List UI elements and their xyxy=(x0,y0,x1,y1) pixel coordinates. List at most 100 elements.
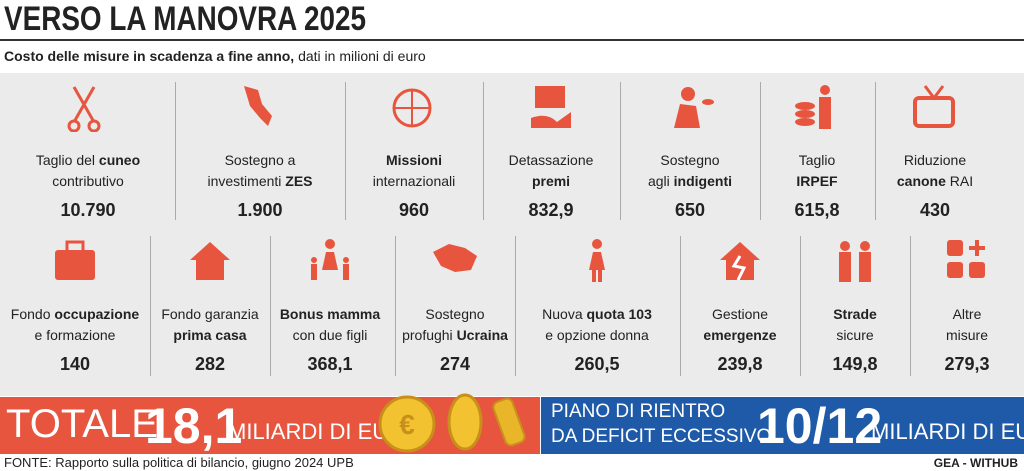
icon xyxy=(433,244,477,272)
label-line: agli indigenti xyxy=(610,171,770,192)
separator xyxy=(760,82,761,220)
label-text: sicure xyxy=(836,327,874,343)
icon xyxy=(531,86,571,128)
label-line: internazionali xyxy=(334,171,494,192)
label-text: premi xyxy=(531,173,571,189)
separator xyxy=(620,82,621,220)
icon xyxy=(311,239,349,280)
separator xyxy=(345,82,346,220)
label-line: prima casa xyxy=(130,325,290,346)
value: 615,8 xyxy=(794,200,840,220)
label-line: profughi Ucraina xyxy=(375,325,535,346)
icon xyxy=(55,240,95,280)
title: VERSO LA MANOVRA 2025 xyxy=(4,0,445,39)
label-text: cuneo xyxy=(98,152,141,168)
value: 368,1 xyxy=(307,354,353,374)
label-line: contributivo xyxy=(8,171,168,192)
label-line: emergenze xyxy=(660,325,820,346)
label-text: profughi xyxy=(402,327,457,343)
value: 650 xyxy=(674,200,706,220)
label-line: e opzione donna xyxy=(517,325,677,346)
label-line: Sostegno xyxy=(375,304,535,325)
icon xyxy=(674,87,714,128)
label-text: Gestione xyxy=(711,306,769,322)
label-line: Strade xyxy=(775,304,935,325)
icon xyxy=(720,242,760,281)
label-text: e opzione donna xyxy=(545,327,649,343)
label-line: Bonus mamma xyxy=(250,304,410,325)
label-line: investimenti ZES xyxy=(180,171,340,192)
separator xyxy=(910,236,911,376)
plan-line: DA DEFICIT ECCESSIVO xyxy=(551,426,772,447)
separator xyxy=(150,236,151,376)
label-line: Altre xyxy=(887,304,1024,325)
label-line: Missioni xyxy=(334,150,494,171)
icon xyxy=(392,88,432,128)
label-text: Bonus mamma xyxy=(279,306,381,322)
measure-item: Gestione emergenze 239,8 xyxy=(660,232,820,375)
measure-item: Detassazione premi 832,9 xyxy=(471,78,631,221)
icon xyxy=(244,86,272,126)
label-text: IRPEF xyxy=(796,173,838,189)
label-text: Nuova xyxy=(542,306,587,322)
plan-value: 10/12 xyxy=(757,398,883,454)
value: 149,8 xyxy=(832,354,878,374)
label-line: sicure xyxy=(775,325,935,346)
label-text: Fondo garanzia xyxy=(161,306,259,322)
measure-item: Fondo garanzia prima casa 282 xyxy=(130,232,290,375)
icon xyxy=(913,85,955,128)
separator xyxy=(800,236,801,376)
label-line: con due figli xyxy=(250,325,410,346)
label-text: Riduzione xyxy=(903,152,967,168)
icon xyxy=(589,239,605,282)
label-line: Taglio xyxy=(737,150,897,171)
label-text: Taglio del xyxy=(35,152,99,168)
measure-item: Nuova quota 103 e opzione donna 260,5 xyxy=(517,232,677,375)
label-line: Detassazione xyxy=(471,150,631,171)
separator xyxy=(875,82,876,220)
label-text: quota 103 xyxy=(586,306,652,322)
label-text: internazionali xyxy=(372,173,456,189)
value: 239,8 xyxy=(717,354,763,374)
label-text: Ucraina xyxy=(456,327,508,343)
label-line: Riduzione xyxy=(855,150,1015,171)
separator xyxy=(270,236,271,376)
label-line: Nuova quota 103 xyxy=(517,304,677,325)
value: 960 xyxy=(398,200,430,220)
label-text: agli xyxy=(647,173,674,189)
separator xyxy=(515,236,516,376)
measure-item: Bonus mamma con due figli 368,1 xyxy=(250,232,410,375)
measure-item: Taglio del cuneo contributivo 10.790 xyxy=(8,78,168,221)
measure-item: Missioni internazionali 960 xyxy=(334,78,494,221)
label-text: Fondo xyxy=(10,306,55,322)
title-text: VERSO LA MANOVRA 2025 xyxy=(4,0,367,38)
value: 274 xyxy=(439,354,471,374)
measure-item: Strade sicure 149,8 xyxy=(775,232,935,375)
label-text: misure xyxy=(945,327,988,343)
label-text: canone xyxy=(896,173,946,189)
plan-band: PIANO DI RIENTRO DA DEFICIT ECCESSIVO 10… xyxy=(541,397,1024,454)
label-text: occupazione xyxy=(54,306,140,322)
icon xyxy=(67,86,101,132)
label-line: misure xyxy=(887,325,1024,346)
label-text: investimenti xyxy=(207,173,286,189)
total-band: TOTALE 18,1 MILIARDI DI EURO € xyxy=(0,393,540,454)
label-line: Sostegno a xyxy=(180,150,340,171)
label-line: Fondo occupazione xyxy=(0,304,155,325)
icon xyxy=(947,240,985,278)
label-text: ZES xyxy=(285,173,313,189)
value: 282 xyxy=(194,354,226,374)
svg-text:€: € xyxy=(399,409,415,440)
subtitle-bold: Costo delle misure in scadenza a fine an… xyxy=(4,48,295,64)
label-text: Sostegno xyxy=(425,306,485,322)
value: 430 xyxy=(919,200,951,220)
label-text: Taglio xyxy=(798,152,836,168)
label-text: contributivo xyxy=(52,173,124,189)
label-line: Fondo garanzia xyxy=(130,304,290,325)
label-text: prima casa xyxy=(173,327,247,343)
measure-item: Sostegno profughi Ucraina 274 xyxy=(375,232,535,375)
icon xyxy=(795,85,831,129)
rule xyxy=(0,39,1024,41)
label-line: e formazione xyxy=(0,325,155,346)
